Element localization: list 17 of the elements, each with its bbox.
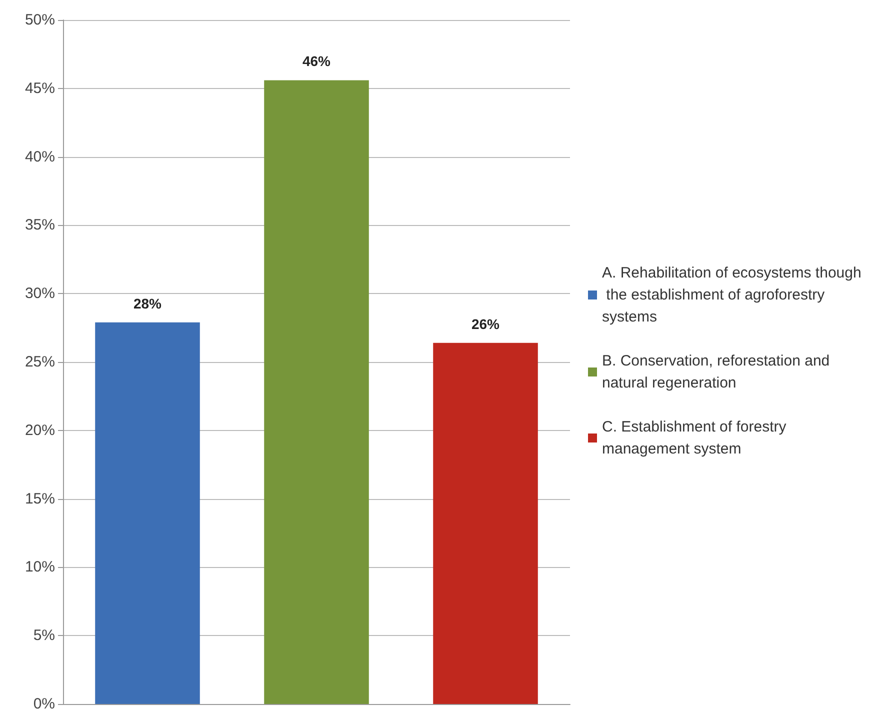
legend-label: A. Rehabilitation of ecosystems though the establishment of agroforestry systems: [602, 264, 862, 326]
y-tick-label: 5%: [33, 627, 55, 644]
data-label: 46%: [302, 53, 332, 70]
legend-label: B. Conservation, reforestation and natural regeneration: [602, 352, 834, 392]
y-tick-label: 0%: [33, 696, 55, 712]
y-tick-label: 45%: [24, 80, 55, 97]
y-tick-label: 30%: [24, 285, 55, 302]
data-label: 28%: [133, 295, 162, 312]
y-tick-label: 25%: [24, 354, 55, 370]
y-tick-label: 15%: [24, 490, 55, 508]
data-label: 26%: [471, 316, 500, 332]
y-tick-label: 50%: [24, 12, 55, 28]
y-tick-label: 10%: [24, 558, 55, 576]
y-tick-label: 40%: [24, 148, 55, 166]
y-tick-label: 35%: [24, 216, 55, 234]
legend-label: C. Establishment of forestry management system: [602, 418, 790, 458]
y-tick-label: 20%: [24, 422, 55, 439]
